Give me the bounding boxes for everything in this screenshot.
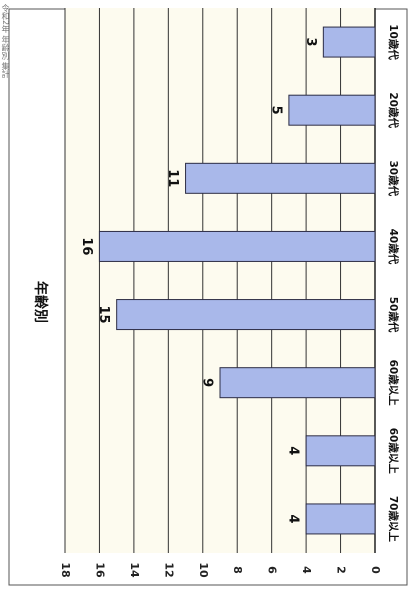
data-label: 4 bbox=[286, 514, 301, 523]
value-tick-label: 6 bbox=[266, 566, 279, 574]
bar bbox=[305, 435, 376, 467]
data-label: 9 bbox=[200, 378, 215, 387]
value-tick-label: 0 bbox=[369, 566, 382, 574]
data-label: 15 bbox=[96, 306, 111, 324]
data-label: 16 bbox=[79, 237, 94, 255]
bar bbox=[219, 367, 376, 399]
plot-area bbox=[65, 8, 375, 553]
data-label: 5 bbox=[268, 106, 283, 115]
category-label: 60歳以上 bbox=[387, 360, 400, 407]
category-label: 30歳代 bbox=[387, 161, 400, 197]
value-tick-label: 2 bbox=[335, 566, 348, 574]
bar bbox=[185, 162, 376, 194]
value-tick-label: 14 bbox=[128, 562, 141, 578]
category-label: 40歳代 bbox=[387, 229, 400, 265]
chart-title: 年齢別 bbox=[32, 281, 49, 323]
margin-note: 令和2年 年齢別 集計 bbox=[1, 4, 10, 79]
category-label: 70歳以上 bbox=[387, 496, 400, 543]
data-label: 11 bbox=[165, 169, 180, 187]
bar bbox=[116, 299, 376, 331]
value-tick-label: 12 bbox=[162, 562, 175, 577]
category-label: 10歳代 bbox=[387, 24, 400, 60]
value-tick-label: 4 bbox=[300, 566, 313, 574]
value-tick-label: 18 bbox=[59, 562, 72, 577]
bar bbox=[98, 230, 376, 262]
data-label: 3 bbox=[303, 38, 318, 47]
bar bbox=[288, 94, 376, 126]
category-label: 50歳代 bbox=[387, 297, 400, 333]
value-tick-label: 16 bbox=[93, 562, 106, 578]
value-tick-label: 10 bbox=[197, 562, 210, 578]
value-tick-label: 8 bbox=[231, 566, 244, 574]
category-label: 60歳以上 bbox=[387, 428, 400, 475]
bar bbox=[305, 503, 376, 535]
category-label: 20歳代 bbox=[387, 92, 400, 128]
data-label: 4 bbox=[286, 446, 301, 455]
bar bbox=[322, 26, 376, 58]
